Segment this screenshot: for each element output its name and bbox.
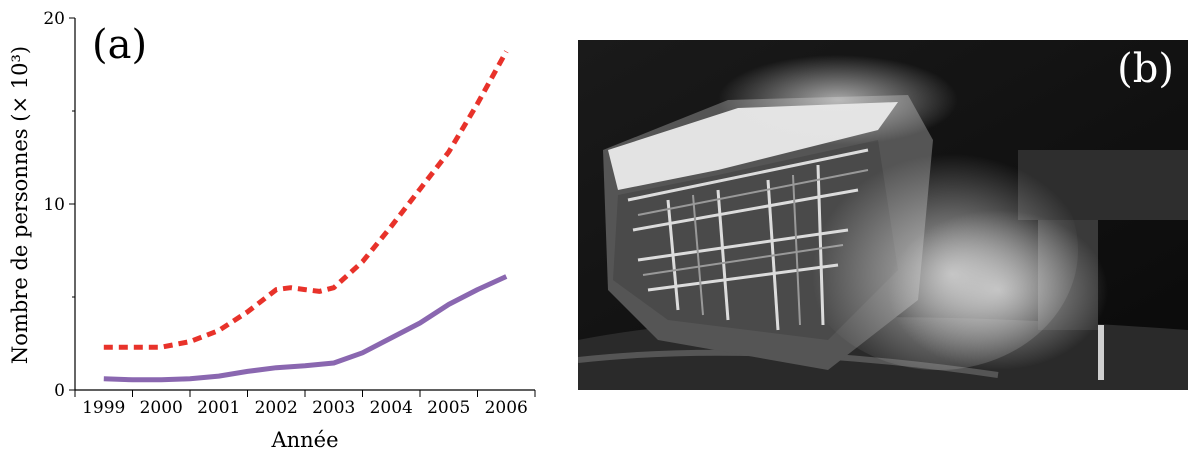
x-tick-label: 2003: [312, 398, 355, 418]
chart-series: [103, 50, 509, 383]
chart-ticks: 1999 2000 2001 2002 2003 2004 2005 2006 0 10 20: [43, 9, 536, 418]
x-tick-label: 2006: [485, 398, 528, 418]
line-chart: 1999 2000 2001 2002 2003 2004 2005 2006 0 10 20 An…: [8, 9, 536, 452]
x-tick-label: 2001: [197, 398, 240, 418]
x-tick-label: 2002: [255, 398, 298, 418]
x-axis-label: Année: [270, 428, 338, 452]
crash-test-photo: (b): [578, 40, 1188, 390]
y-tick-label: 0: [54, 381, 65, 401]
panel-label-b: (b): [1117, 46, 1174, 92]
photo-image: [578, 40, 1188, 390]
chart-axes: [74, 18, 535, 391]
y-tick-label: 10: [43, 195, 65, 215]
panel-label-a: (a): [92, 22, 147, 68]
series-line-dashed: [103, 50, 509, 350]
x-tick-label: 1999: [82, 398, 125, 418]
series-line-solid: [103, 274, 508, 383]
x-tick-label: 2005: [427, 398, 470, 418]
y-tick-label: 20: [43, 9, 65, 29]
x-tick-label: 2000: [140, 398, 183, 418]
y-axis-label: Nombre de personnes (× 10³): [8, 46, 32, 364]
x-tick-label: 2004: [370, 398, 413, 418]
